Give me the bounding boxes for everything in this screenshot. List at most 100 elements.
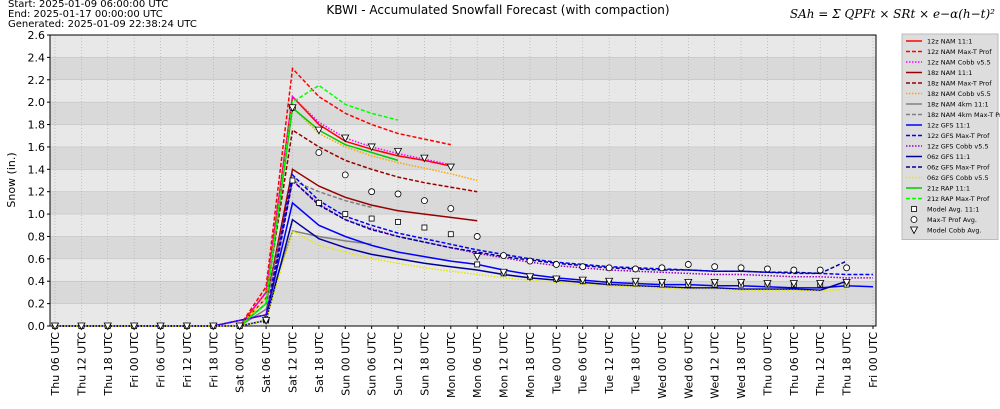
- marker-triangle: [103, 322, 112, 331]
- plot-band: [50, 236, 876, 259]
- plot-band: [50, 124, 876, 147]
- x-tick-label: Mon 00 UTC: [445, 332, 458, 398]
- x-tick-label: Thu 12 UTC: [75, 332, 88, 397]
- legend: 12z NAM 11:1 12z NAM Max-T Prof 12z NAM Co…: [901, 33, 1000, 240]
- marker-circle: [341, 171, 349, 179]
- x-tick-label: Fri 00 UTC: [128, 332, 141, 388]
- x-tick-label: Sun 12 UTC: [392, 332, 405, 396]
- header-end: End: 2025-01-17 00:00:00 UTC: [8, 9, 163, 20]
- marker-triangle: [288, 104, 297, 113]
- plot-band: [50, 35, 876, 58]
- plot-band: [50, 214, 876, 237]
- marker-triangle: [684, 278, 693, 287]
- marker-square: [315, 199, 322, 206]
- marker-circle: [473, 233, 481, 240]
- x-tick-label: Thu 18 UTC: [102, 332, 115, 397]
- legend-label: 12z NAM Cobb v5.5: [927, 58, 991, 66]
- marker-circle: [421, 197, 428, 205]
- series-line: [239, 168, 478, 327]
- legend-label: 12z GFS Cobb v5.5: [927, 142, 989, 150]
- legend-label: 18z NAM 4km 11:1: [927, 100, 989, 108]
- marker-square: [911, 206, 917, 212]
- plot-band: [50, 146, 876, 170]
- x-tick-label: Sat 00 UTC: [234, 332, 247, 393]
- marker-square: [368, 215, 375, 222]
- marker-circle: [605, 264, 613, 272]
- y-tick-label: 1.0: [28, 208, 46, 221]
- y-tick-label: 2.0: [28, 96, 46, 109]
- series-line: [239, 66, 451, 327]
- marker-triangle: [50, 322, 60, 331]
- y-tick-label: 1.4: [28, 163, 46, 176]
- marker-triangle: [710, 278, 719, 287]
- plot-band: [50, 281, 876, 304]
- legend-label: 18z NAM 4km Max-T Prof: [927, 111, 1000, 119]
- plot-band: [50, 57, 876, 80]
- x-tick-label: Fri 06 UTC: [155, 332, 168, 388]
- marker-triangle: [393, 148, 403, 156]
- y-tick-label: 1.8: [28, 119, 46, 132]
- marker-circle: [711, 263, 719, 271]
- y-tick-label: 0.4: [28, 275, 46, 288]
- marker-triangle: [525, 273, 535, 282]
- x-tick-label: Thu 06 UTC: [49, 332, 62, 397]
- marker-triangle: [420, 154, 429, 163]
- x-tick-label: Thu 12 UTC: [814, 332, 827, 397]
- marker-triangle: [341, 134, 350, 143]
- x-tick-label: Thu 00 UTC: [761, 332, 774, 397]
- x-tick-label: Sat 12 UTC: [286, 332, 299, 393]
- plot-band: [50, 191, 876, 215]
- y-tick-label: 2.2: [28, 74, 46, 87]
- marker-circle: [658, 264, 666, 272]
- legend-label: 06z GFS Cobb v5.5: [927, 174, 989, 182]
- x-tick-label: Mon 18 UTC: [524, 332, 537, 398]
- x-tick-label: Sun 06 UTC: [366, 332, 379, 396]
- marker-circle: [552, 261, 560, 268]
- plot-band: [50, 169, 876, 192]
- marker-triangle: [261, 317, 271, 325]
- y-tick-label: 2.6: [28, 29, 46, 42]
- x-tick-label: Wed 00 UTC: [656, 332, 669, 399]
- marker-triangle: [657, 278, 667, 287]
- x-tick-label: Fri 12 UTC: [181, 332, 194, 388]
- marker-circle: [910, 216, 918, 223]
- marker-triangle: [182, 322, 192, 331]
- marker-triangle: [367, 143, 376, 152]
- x-tick-label: Wed 12 UTC: [709, 332, 722, 399]
- marker-circle: [684, 261, 692, 268]
- legend-label: 21z RAP 11:1: [927, 184, 970, 192]
- marker-square: [395, 219, 401, 225]
- marker-circle: [632, 265, 639, 273]
- marker-triangle: [446, 163, 455, 172]
- x-tick-label: Fri 00 UTC: [867, 332, 880, 388]
- legend-label: 18z NAM 11:1: [927, 69, 972, 77]
- marker-triangle: [314, 126, 324, 135]
- marker-triangle: [552, 275, 561, 284]
- legend-label: 18z NAM Max-T Prof: [927, 79, 992, 87]
- marker-circle: [500, 252, 507, 259]
- series-line: [239, 128, 478, 327]
- x-tick-label: Sat 18 UTC: [313, 332, 326, 393]
- legend-label: 06z GFS 11:1: [927, 153, 970, 161]
- marker-circle: [790, 266, 798, 274]
- legend-box: [901, 33, 999, 240]
- x-tick-label: Thu 18 UTC: [841, 332, 854, 397]
- marker-circle: [315, 149, 323, 156]
- x-tick-label: Wed 06 UTC: [682, 332, 695, 399]
- legend-label: 12z GFS 11:1: [927, 121, 970, 129]
- marker-triangle: [842, 278, 851, 287]
- y-tick-label: 1.2: [28, 186, 46, 199]
- series-line: [239, 95, 451, 327]
- legend-label: 18z NAM Cobb v5.5: [927, 90, 991, 98]
- series-line: [55, 179, 847, 327]
- marker-circle: [579, 263, 587, 271]
- marker-square: [474, 261, 481, 268]
- marker-triangle: [156, 322, 165, 331]
- x-tick-label: Mon 06 UTC: [471, 332, 484, 398]
- header-generated: Generated: 2025-01-09 22:38:24 UTC: [8, 19, 197, 30]
- chart-title: KBWI - Accumulated Snowfall Forecast (wi…: [326, 3, 669, 17]
- legend-label: Model Avg. 11:1: [927, 205, 979, 213]
- marker-triangle: [631, 277, 640, 286]
- plot-band: [50, 79, 876, 103]
- marker-square: [289, 177, 296, 184]
